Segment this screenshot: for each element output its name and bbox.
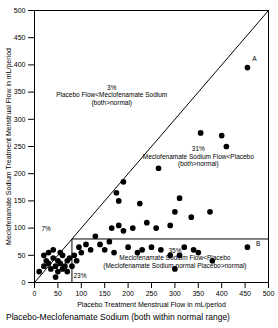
svg-text:250: 250 (14, 143, 26, 150)
svg-text:350: 350 (192, 290, 204, 297)
svg-text:500: 500 (263, 290, 275, 297)
svg-text:450: 450 (239, 290, 251, 297)
svg-text:100: 100 (14, 224, 26, 231)
svg-text:0: 0 (22, 279, 26, 286)
svg-text:500: 500 (14, 7, 26, 14)
svg-text:50: 50 (18, 252, 26, 259)
svg-text:3%Placebo Flow<Meclofenamate S: 3%Placebo Flow<Meclofenamate Sodium(both… (56, 84, 167, 107)
svg-text:7%: 7% (41, 224, 51, 231)
html-text:Placebo-Meclofenamate Sodium (: Placebo-Meclofenamate Sodium (both withi… (6, 312, 230, 322)
svg-text:300: 300 (169, 290, 181, 297)
svg-text:0: 0 (33, 290, 37, 297)
svg-text:B: B (256, 240, 260, 247)
svg-text:400: 400 (14, 61, 26, 68)
svg-text:250: 250 (146, 290, 158, 297)
svg-text:400: 400 (216, 290, 228, 297)
svg-text:150: 150 (99, 290, 111, 297)
svg-text:200: 200 (122, 290, 134, 297)
svg-text:450: 450 (14, 34, 26, 41)
svg-text:A: A (252, 55, 257, 62)
svg-text:23%: 23% (73, 272, 86, 279)
svg-text:300: 300 (14, 116, 26, 123)
svg-text:Meclofenamate Sodium Treatment: Meclofenamate Sodium Treatment Menstrual… (5, 48, 13, 245)
svg-text:350: 350 (14, 88, 26, 95)
svg-text:150: 150 (14, 197, 26, 204)
svg-text:35%Meclofenamate Sodium Flow<P: 35%Meclofenamate Sodium Flow<Placebo(Mec… (103, 247, 246, 270)
svg-text:31%Meclofenamate Sodium Flow<P: 31%Meclofenamate Sodium Flow<Placebo(bot… (143, 145, 254, 168)
svg-text:Placebo Treatment Menstrual Fl: Placebo Treatment Menstrual Flow in mL/p… (77, 301, 226, 309)
svg-text:50: 50 (54, 290, 62, 297)
svg-text:200: 200 (14, 170, 26, 177)
svg-text:100: 100 (75, 290, 87, 297)
